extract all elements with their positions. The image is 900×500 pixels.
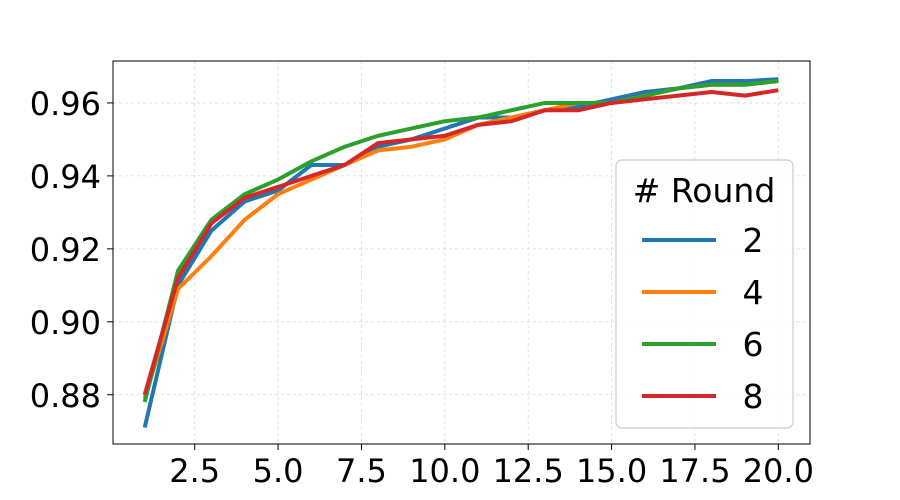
- x-tick-label: 5.0: [253, 452, 304, 490]
- x-tick-label: 10.0: [409, 452, 480, 490]
- legend-title: # Round: [633, 171, 776, 210]
- legend-label: 4: [743, 273, 764, 312]
- legend-label: 8: [743, 377, 764, 416]
- series-line-6: [142, 79, 779, 403]
- x-tick-label: 12.5: [493, 452, 564, 490]
- x-tick-label: 2.5: [169, 452, 220, 490]
- x-tick-label: 17.5: [659, 452, 730, 490]
- x-axis: 2.5 5.0 7.5 10.0 12.5 15.0 17.5 20.0: [169, 444, 814, 490]
- legend: # Round 2 4 6 8: [615, 159, 794, 429]
- series-lines: [142, 77, 779, 429]
- legend-label: 2: [743, 221, 764, 260]
- x-tick-label: 20.0: [743, 452, 814, 490]
- legend-label: 6: [743, 325, 764, 364]
- y-axis: 0.88 0.90 0.92 0.94 0.96: [30, 85, 113, 415]
- y-tick-label: 0.92: [30, 231, 101, 269]
- x-tick-label: 7.5: [336, 452, 387, 490]
- series-line-8: [142, 88, 779, 396]
- y-tick-label: 0.94: [30, 158, 101, 196]
- plot-frame: [112, 60, 811, 445]
- y-tick-label: 0.96: [30, 85, 101, 123]
- x-tick-label: 15.0: [576, 452, 647, 490]
- y-tick-label: 0.90: [30, 304, 101, 342]
- y-tick-label: 0.88: [30, 377, 101, 415]
